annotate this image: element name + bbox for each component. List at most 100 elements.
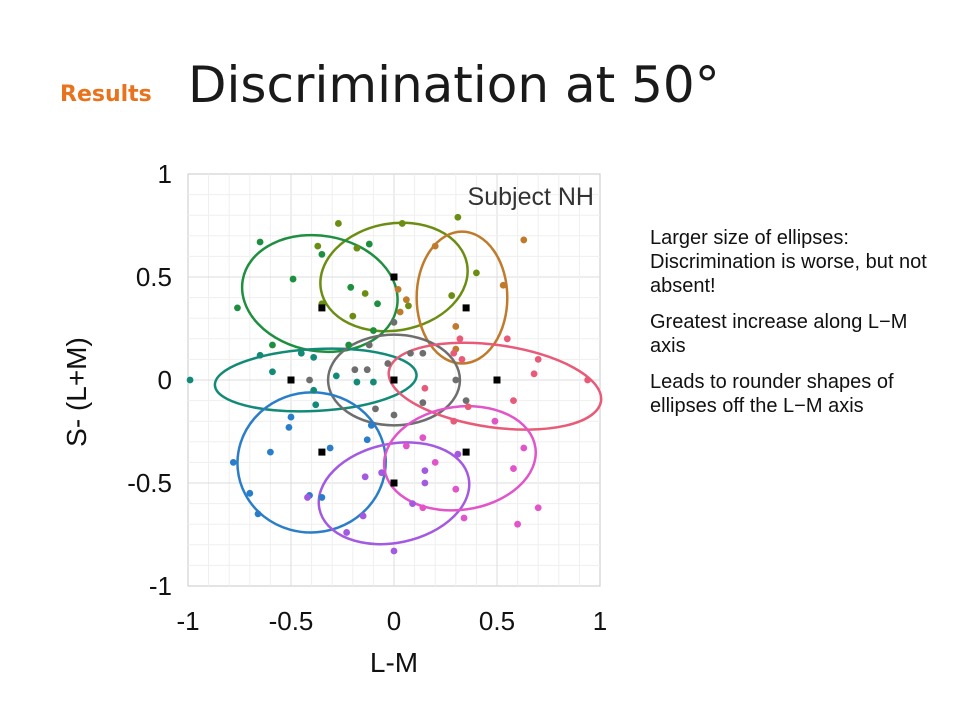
data-point	[402, 442, 410, 450]
data-point	[312, 401, 320, 409]
data-point	[367, 421, 375, 429]
data-point	[351, 366, 359, 374]
data-point	[370, 327, 377, 334]
ellipse	[326, 333, 462, 427]
ellipses-layer	[213, 221, 603, 546]
x-tick-label: -0.5	[269, 606, 314, 636]
reference-point	[318, 304, 326, 312]
data-point	[454, 213, 462, 221]
data-point	[431, 459, 439, 466]
data-point	[269, 368, 276, 376]
data-point	[318, 494, 326, 501]
data-point	[365, 341, 373, 349]
data-point	[510, 397, 517, 404]
data-point	[419, 399, 427, 407]
data-point	[304, 494, 311, 501]
y-tick-label: 0.5	[136, 262, 172, 292]
ellipse	[415, 230, 509, 365]
data-point	[394, 285, 402, 293]
data-point	[390, 547, 398, 555]
data-point	[514, 520, 521, 528]
data-point	[452, 485, 460, 493]
y-tick-label: 0	[158, 365, 172, 395]
data-point	[419, 349, 427, 357]
data-point	[287, 413, 295, 421]
data-point	[396, 308, 404, 316]
data-point	[431, 242, 439, 250]
points-layer	[186, 213, 592, 555]
ellipse	[382, 404, 537, 512]
data-point	[186, 376, 194, 384]
x-tick-label: 1	[593, 606, 607, 636]
x-tick-label: 0	[387, 606, 401, 636]
data-point	[289, 275, 297, 283]
reference-point	[318, 448, 326, 456]
x-tick-label: 0.5	[479, 606, 515, 636]
data-point	[450, 417, 458, 425]
data-point	[464, 403, 472, 411]
data-point	[349, 312, 357, 320]
ellipse	[319, 221, 469, 333]
data-point	[285, 423, 293, 431]
tick-labels: -1 -0.5 0 0.5 1 1 0.5 0 -0.5 -1	[127, 159, 607, 636]
data-point	[491, 417, 499, 425]
data-point	[347, 283, 355, 291]
data-point	[374, 300, 381, 308]
data-point	[365, 240, 373, 248]
data-point	[361, 473, 369, 481]
data-point	[334, 220, 342, 227]
data-point	[229, 459, 237, 466]
ellipse	[213, 347, 418, 413]
data-point	[345, 341, 353, 349]
data-point	[419, 504, 427, 512]
data-point	[530, 370, 538, 378]
data-point	[363, 366, 371, 374]
data-point	[458, 356, 466, 363]
notes-panel: Larger size of ellipses: Discrimination …	[650, 226, 940, 430]
note-item: Greatest increase along L−M axis	[650, 311, 908, 357]
data-point	[378, 469, 386, 477]
y-tick-label: 1	[158, 159, 172, 189]
data-point	[503, 335, 511, 343]
data-point	[510, 465, 517, 472]
data-point	[460, 514, 468, 522]
data-point	[407, 349, 414, 357]
data-point	[256, 238, 264, 246]
data-point	[256, 351, 264, 359]
chart-title: Subject NH	[468, 183, 594, 211]
reference-point	[462, 448, 470, 456]
data-point	[343, 529, 351, 536]
data-point	[384, 360, 392, 367]
reference-point	[493, 376, 501, 384]
data-point	[462, 397, 470, 404]
reference-point	[390, 479, 398, 487]
data-point	[452, 376, 460, 384]
data-point	[390, 318, 398, 326]
data-point	[332, 372, 340, 380]
data-point	[326, 444, 334, 452]
data-point	[454, 450, 462, 458]
data-point	[450, 349, 458, 357]
data-point	[419, 434, 427, 442]
data-point	[421, 384, 429, 392]
data-point	[318, 250, 326, 258]
data-point	[314, 242, 322, 250]
y-tick-label: -0.5	[127, 468, 172, 498]
reference-point	[462, 304, 470, 312]
data-point	[390, 411, 398, 419]
data-point	[310, 353, 318, 361]
data-point	[269, 341, 276, 349]
data-point	[310, 386, 318, 394]
data-point	[421, 467, 429, 475]
data-point	[297, 349, 305, 357]
note-item: Larger size of ellipses: Discrimination …	[650, 227, 927, 297]
data-point	[520, 444, 528, 452]
section-label: Results	[60, 82, 152, 107]
reference-point	[390, 376, 398, 384]
data-point	[520, 236, 528, 244]
data-point	[405, 302, 412, 310]
data-point	[421, 479, 429, 487]
data-point	[499, 281, 507, 289]
data-point	[254, 510, 262, 518]
